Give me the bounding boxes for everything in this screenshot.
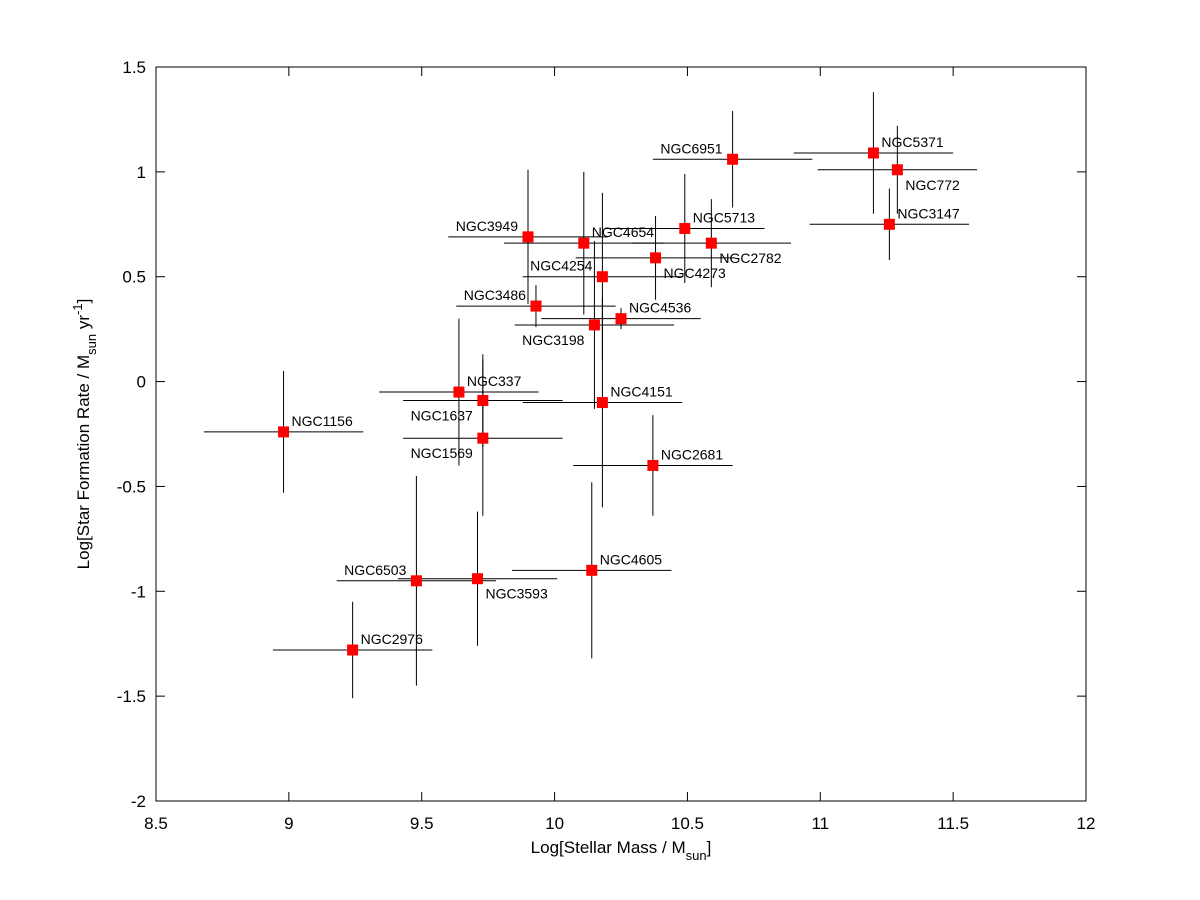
point	[530, 300, 542, 312]
point-label: NGC6951	[660, 140, 722, 156]
point-label: NGC5713	[693, 209, 755, 225]
point-label: NGC2681	[661, 446, 723, 462]
point	[477, 432, 489, 444]
x-tick-label: 11.5	[937, 814, 969, 833]
x-tick-label: 10	[545, 814, 564, 833]
y-label-sup: -1	[70, 303, 85, 315]
point-label: NGC4254	[530, 258, 592, 274]
point	[453, 386, 465, 398]
x-axis-label: Log[Stellar Mass / Msun]	[531, 838, 712, 863]
point	[647, 459, 659, 471]
x-tick-label: 9	[284, 814, 293, 833]
point	[588, 319, 600, 331]
x-label-part: Log[Stellar Mass / M	[531, 838, 686, 857]
x-tick-label: 11	[811, 814, 829, 833]
point-label: NGC2782	[719, 250, 781, 266]
y-label-part: Log[Star Formation Rate / M	[74, 355, 93, 569]
y-tick-label: 1.5	[122, 58, 146, 77]
y-label-part: ]	[74, 299, 93, 304]
point-label: NGC772	[905, 177, 960, 193]
point	[477, 394, 489, 406]
x-tick-label: 12	[1077, 814, 1096, 833]
point	[891, 164, 903, 176]
point-label: NGC4654	[592, 224, 654, 240]
point-label: NGC5371	[881, 134, 943, 150]
point-label: NGC6503	[344, 562, 406, 578]
point	[522, 231, 534, 243]
point	[650, 252, 662, 264]
y-tick-label: -2	[131, 792, 146, 811]
y-tick-label: -1.5	[117, 687, 146, 706]
y-tick-label: -1	[131, 582, 146, 601]
point	[615, 313, 627, 325]
point-label: NGC3198	[522, 332, 584, 348]
point	[472, 573, 484, 585]
y-tick-label: 0	[137, 373, 146, 392]
point-label: NGC3486	[464, 287, 526, 303]
point-label: NGC4536	[629, 300, 691, 316]
y-label-sub: sun	[84, 334, 99, 355]
point-label: NGC2976	[361, 631, 423, 647]
x-tick-label: 8.5	[144, 814, 168, 833]
y-label-part: yr	[74, 315, 93, 334]
point	[347, 644, 359, 656]
point	[586, 564, 598, 576]
point	[596, 397, 608, 409]
point-label: NGC4151	[610, 384, 672, 400]
point-label: NGC1637	[411, 407, 473, 423]
point-label: NGC1569	[411, 445, 473, 461]
point	[278, 426, 290, 438]
point	[596, 271, 608, 283]
x-tick-label: 9.5	[410, 814, 434, 833]
point	[883, 218, 895, 230]
point	[578, 237, 590, 249]
point	[410, 575, 422, 587]
point	[679, 222, 691, 234]
point-label: NGC1156	[292, 413, 353, 429]
y-tick-label: 1	[137, 163, 146, 182]
point-label: NGC3949	[456, 218, 518, 234]
plot-frame	[155, 66, 1087, 802]
point-label: NGC4605	[600, 551, 662, 567]
point-label: NGC3147	[897, 205, 959, 221]
point	[727, 153, 739, 165]
x-tick-label: 10.5	[671, 814, 704, 833]
x-label-part: ]	[707, 838, 712, 857]
x-label-sub: sun	[686, 848, 707, 863]
point-label: NGC4273	[664, 265, 726, 281]
point	[705, 237, 717, 249]
y-tick-label: 0.5	[122, 268, 146, 287]
point	[867, 147, 879, 159]
point-label: NGC3593	[486, 586, 548, 602]
y-tick-label: -0.5	[117, 477, 146, 496]
y-axis-label: Log[Star Formation Rate / Msun yr-1]	[70, 299, 99, 570]
point-label: NGC337	[467, 373, 522, 389]
